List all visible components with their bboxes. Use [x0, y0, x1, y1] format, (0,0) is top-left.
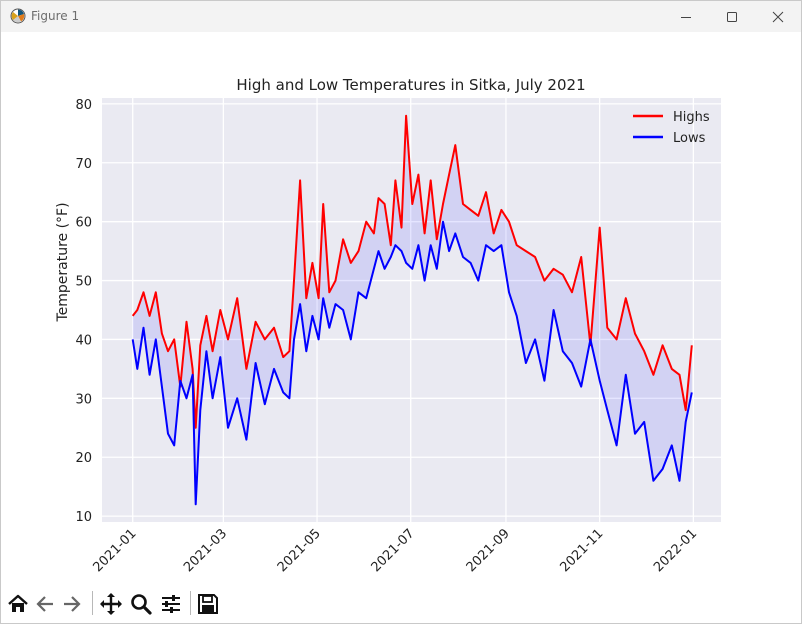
legend-label-highs: Highs [673, 110, 710, 125]
x-tick-label: 2022-01 [651, 526, 700, 575]
window-title: Figure 1 [31, 9, 80, 23]
y-tick-label: 80 [75, 98, 92, 113]
chart-title: High and Low Temperatures in Sitka, July… [236, 76, 585, 94]
y-tick-label: 60 [75, 216, 92, 231]
maximize-button[interactable] [709, 1, 755, 32]
y-tick-label: 30 [75, 392, 92, 407]
toolbar-separator [190, 591, 191, 615]
series-line-highs [131, 114, 693, 429]
x-tick-label: 2021-07 [369, 526, 418, 575]
zoom-magnifier-icon [131, 594, 152, 615]
y-tick-label: 50 [75, 275, 92, 290]
forward-arrow-icon [64, 596, 81, 612]
x-tick-label: 2021-03 [181, 526, 230, 575]
plot-background [102, 98, 721, 522]
series-lines [131, 114, 693, 506]
x-tick-label: 2021-11 [557, 526, 606, 575]
close-button[interactable] [755, 1, 801, 32]
figure-canvas[interactable]: 10 20 30 40 50 60 70 80 2021-01 2021-03 2021-05 20… [1, 32, 801, 585]
save-floppy-icon [198, 594, 218, 614]
toolbar-separator [92, 591, 93, 615]
back-arrow-icon [36, 596, 53, 612]
configure-subplots-icon [162, 595, 180, 613]
zoom-button[interactable] [128, 591, 154, 617]
x-tick-label: 2021-01 [91, 526, 140, 575]
y-axis-label: Temperature (°F) [55, 202, 71, 322]
minimize-button[interactable] [663, 1, 709, 32]
grid-lines [102, 98, 721, 522]
close-icon [772, 11, 784, 22]
x-tick-label: 2021-05 [275, 526, 324, 575]
matplotlib-icon [10, 8, 26, 24]
home-icon [8, 594, 28, 612]
x-tick-label: 2021-09 [464, 526, 513, 575]
y-tick-label: 10 [75, 510, 92, 525]
y-tick-label: 40 [75, 333, 92, 348]
configure-subplots-button[interactable] [158, 591, 184, 617]
y-tick-label: 20 [75, 451, 92, 466]
back-button[interactable] [32, 591, 58, 617]
pan-button[interactable] [98, 591, 124, 617]
home-button[interactable] [5, 591, 31, 617]
y-axis-ticks: 10 20 30 40 50 60 70 80 [75, 98, 92, 525]
maximize-icon [727, 11, 737, 22]
y-tick-label: 70 [75, 157, 92, 172]
fill-between-band [132, 115, 692, 505]
minimize-icon [681, 16, 691, 18]
x-axis-ticks: 2021-01 2021-03 2021-05 2021-07 2021-09 2021-… [91, 526, 701, 575]
title-bar[interactable]: Figure 1 [1, 1, 801, 32]
save-button[interactable] [195, 591, 221, 617]
navigation-toolbar [1, 585, 801, 623]
pan-move-icon [100, 593, 122, 615]
legend-label-lows: Lows [673, 131, 706, 146]
series-line-lows [131, 220, 693, 506]
forward-button[interactable] [59, 591, 85, 617]
legend: Highs Lows [633, 110, 710, 146]
